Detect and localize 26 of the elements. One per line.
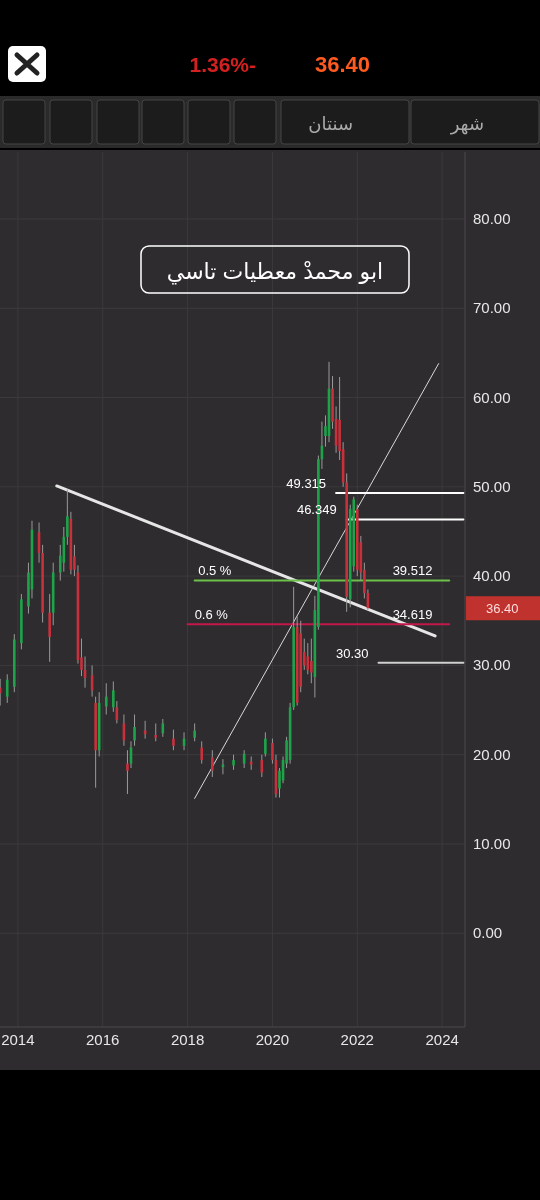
- text: سنتان: [308, 114, 353, 134]
- x-tick-label: 2022: [340, 1031, 374, 1048]
- annotation: 39.512: [392, 563, 433, 579]
- y-tick-label: 0.00: [473, 924, 503, 942]
- x-tick-label: 2020: [255, 1031, 290, 1048]
- annotation: 30.30: [335, 645, 369, 661]
- y-tick-label: 60.00: [473, 388, 511, 406]
- annotation: 0.5 %: [198, 563, 232, 579]
- y-tick-label: 40.00: [473, 567, 511, 585]
- text: 1.36%-: [189, 53, 256, 76]
- x-tick-label: 2014: [1, 1031, 35, 1048]
- text: 36.40: [314, 52, 370, 77]
- annotation: 0.6 %: [194, 607, 229, 623]
- y-tick-label: 70.00: [473, 299, 511, 317]
- y-tick-label: 30.00: [473, 656, 511, 674]
- x-tick-label: 2024: [425, 1031, 459, 1048]
- text: شهر: [449, 114, 484, 135]
- y-tick-label: 20.00: [473, 745, 511, 763]
- y-tick-label: 80.00: [473, 209, 511, 227]
- annotation: ابو محمدْ معطيات تاسي: [166, 259, 384, 285]
- annotation: 34.619: [392, 607, 433, 623]
- price-tag: 36.40: [466, 596, 540, 621]
- x-tick-label: 2018: [170, 1031, 205, 1048]
- y-tick-label: 10.00: [473, 834, 511, 852]
- x-tick-label: 2016: [86, 1031, 120, 1048]
- y-tick-label: 50.00: [473, 477, 511, 495]
